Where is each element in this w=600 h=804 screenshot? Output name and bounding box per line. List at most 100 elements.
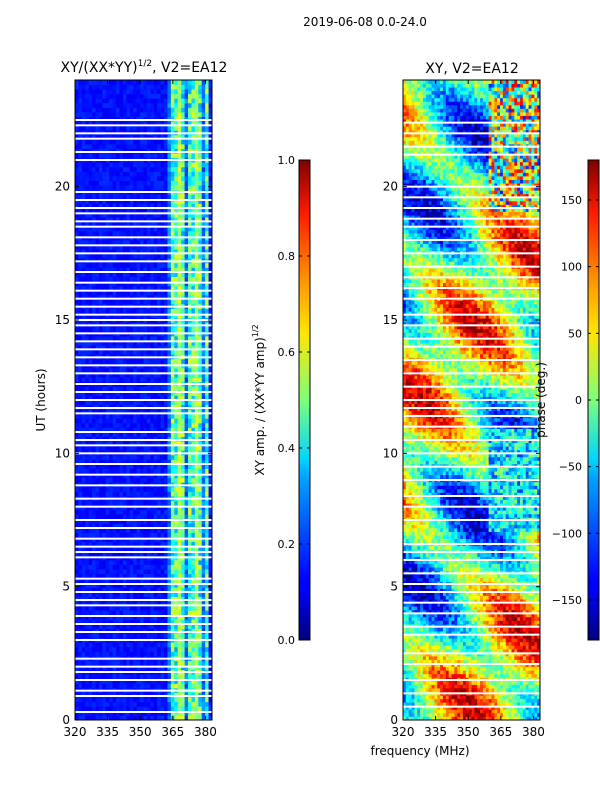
heatmap-cell [112,358,117,364]
heatmap-cell [78,491,83,497]
heatmap-cell [146,308,151,314]
heatmap-cell [188,532,192,538]
heatmap-cell [201,208,206,213]
heatmap-cell [136,221,141,227]
heatmap-cell [177,578,182,584]
heatmap-cell [116,203,120,209]
heatmap-cell [157,203,162,209]
heatmap-cell [205,299,209,305]
heatmap-cell [112,546,117,552]
heatmap-cell [78,441,83,447]
heatmap-cell [116,445,120,451]
heatmap-cell [92,345,96,351]
heatmap-cell [198,464,203,469]
heatmap-cell [153,592,158,597]
heatmap-cell [177,253,182,259]
heatmap-cell [167,491,172,497]
heatmap-cell [136,368,141,373]
heatmap-cell [112,528,117,533]
heatmap-cell [105,272,110,277]
heatmap-cell [78,226,83,232]
heatmap-cell [126,660,131,666]
heatmap-cell [133,678,138,684]
heatmap-cell [116,390,120,396]
heatmap-cell [98,678,103,684]
heatmap-cell [109,299,114,305]
heatmap-cell [157,633,162,639]
heatmap-cell [208,523,212,529]
heatmap-cell [153,573,158,579]
heatmap-cell [177,500,182,506]
heatmap-cell [81,592,86,597]
heatmap-cell [198,372,203,378]
heatmap-cell [109,523,114,529]
heatmap-cell [194,262,199,268]
heatmap-cell [109,372,114,378]
heatmap-cell [78,500,83,506]
heatmap-cell [167,541,172,547]
heatmap-cell [81,386,86,392]
heatmap-cell [184,162,189,168]
heatmap-cell [122,345,127,351]
heatmap-cell [174,390,179,396]
heatmap-cell [194,587,199,593]
heatmap-cell [184,432,189,437]
heatmap-cell [129,532,134,538]
heatmap-cell [88,185,93,191]
heatmap-cell [122,285,127,291]
heatmap-cell [136,409,141,415]
heatmap-cell [129,610,134,616]
heatmap-cell [170,582,175,588]
heatmap-cell [122,276,127,282]
heatmap-cell [109,441,114,447]
heatmap-cell [194,642,199,648]
heatmap-cell [184,509,189,515]
heatmap-cell [198,203,203,209]
heatmap-cell [170,349,175,355]
heatmap-cell [140,587,144,593]
heatmap-cell [78,377,83,383]
heatmap-cell [140,176,144,181]
heatmap-cell [201,171,206,177]
heatmap-cell [88,299,93,305]
heatmap-cell [136,194,141,200]
heatmap-cell [164,180,168,186]
heatmap-cell [126,285,131,291]
heatmap-cell [109,198,114,204]
heatmap-cell [95,569,100,575]
heatmap-cell [201,564,206,570]
heatmap-cell [133,592,138,597]
heatmap-cell [184,706,189,712]
heatmap-cell [150,550,155,556]
heatmap-cell [102,683,107,689]
heatmap-cell [112,217,117,223]
heatmap-cell [105,422,110,428]
heatmap-cell [129,400,134,405]
heatmap-cell [126,518,131,524]
heatmap-cell [78,610,83,616]
heatmap-cell [160,518,165,524]
heatmap-cell [122,422,127,428]
heatmap-cell [119,212,124,218]
heatmap-cell [170,605,175,611]
heatmap-cell [201,244,206,250]
heatmap-cell [122,610,127,616]
heatmap-cell [112,601,117,607]
heatmap-cell [177,518,182,524]
heatmap-cell [164,185,168,191]
heatmap-cell [153,660,158,666]
heatmap-cell [102,409,107,415]
heatmap-cell [208,249,212,255]
heatmap-cell [75,208,79,213]
heatmap-cell [157,701,162,707]
heatmap-cell [170,377,175,383]
heatmap-cell [164,445,168,451]
heatmap-cell [201,592,206,597]
heatmap-cell [109,171,114,177]
heatmap-cell [160,345,165,351]
heatmap-cell [205,285,209,291]
heatmap-cell [140,299,144,305]
heatmap-cell [164,642,168,648]
heatmap-cell [98,642,103,648]
heatmap-cell [98,221,103,227]
